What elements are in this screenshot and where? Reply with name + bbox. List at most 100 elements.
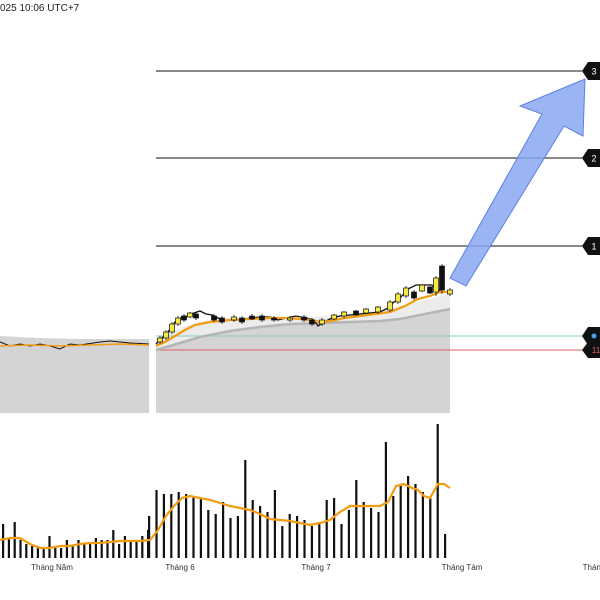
volume-bar xyxy=(273,490,276,558)
candle-body xyxy=(319,319,325,325)
volume-bar xyxy=(100,540,103,558)
volume-bar xyxy=(65,540,68,558)
volume-bar xyxy=(296,516,299,558)
time-label-may: Tháng Năm xyxy=(31,563,73,572)
level-marker-3-label: 3 xyxy=(591,67,596,77)
volume-bar xyxy=(7,538,10,558)
arrow-up-right-icon xyxy=(449,78,586,287)
volume-bar xyxy=(421,492,424,558)
volume-bar xyxy=(36,546,39,558)
candle-body xyxy=(433,277,439,293)
volume-bar xyxy=(177,492,180,558)
candle-body xyxy=(231,316,237,321)
chart-timestamp: 025 10:06 UTC+7 xyxy=(0,3,80,14)
time-label-august: Tháng Tám xyxy=(441,563,483,572)
candle-body xyxy=(439,265,445,291)
volume-bar xyxy=(444,534,447,558)
volume-bar xyxy=(199,498,202,558)
volume-bar xyxy=(392,496,395,558)
volume-bar xyxy=(170,494,173,558)
volume-bar xyxy=(214,514,217,558)
volume-bar xyxy=(281,526,284,558)
candle-body xyxy=(341,311,347,317)
level-marker-3: 3 xyxy=(582,62,600,80)
volume-bar xyxy=(436,424,439,558)
volume-bar xyxy=(13,522,16,558)
candle-body xyxy=(211,315,217,321)
volume-bar xyxy=(42,548,45,558)
volume-bar xyxy=(384,442,387,558)
volume-bar xyxy=(414,484,417,558)
candle-body xyxy=(403,287,409,297)
candle-body xyxy=(301,316,307,321)
candle-body xyxy=(419,284,425,292)
volume-bar xyxy=(25,544,28,558)
volume-bar xyxy=(60,548,63,558)
volume-bar xyxy=(112,530,115,558)
volume-bar xyxy=(185,494,188,558)
volume-bar xyxy=(54,546,57,558)
dot-icon xyxy=(591,333,597,339)
volume-bar xyxy=(370,508,373,558)
candle-body xyxy=(157,337,163,343)
volume-bar xyxy=(89,542,92,558)
volume-bar xyxy=(377,512,380,558)
volume-bar xyxy=(288,514,291,558)
time-label-next: Tháng xyxy=(582,563,600,572)
volume-bar xyxy=(407,476,410,558)
level-marker-1-label: 1 xyxy=(591,242,596,252)
candle-body xyxy=(181,315,187,321)
candle-body xyxy=(447,289,453,295)
volume-bar xyxy=(106,540,109,558)
candle-body xyxy=(309,319,315,325)
price-line-left xyxy=(0,340,150,350)
volume-bar xyxy=(266,512,269,558)
ma-fast-line-left xyxy=(0,343,150,347)
volume-bars-group xyxy=(2,424,447,558)
candle-body xyxy=(395,293,401,303)
level-marker-2-label: 2 xyxy=(591,154,596,164)
level-marker-support xyxy=(582,327,600,345)
volume-bar xyxy=(192,496,195,558)
volume-bar xyxy=(77,540,80,558)
cloud-right-light xyxy=(156,293,450,350)
cloud-left xyxy=(0,336,149,413)
volume-bar xyxy=(259,506,262,558)
volume-bar xyxy=(222,502,225,558)
volume-bar xyxy=(207,510,210,558)
volume-bar xyxy=(31,546,34,558)
volume-bar xyxy=(355,480,358,558)
volume-bar xyxy=(310,526,313,558)
candles-group xyxy=(157,264,453,344)
volume-bar xyxy=(71,546,74,558)
volume-bar xyxy=(83,544,86,558)
volume-bar xyxy=(251,500,254,558)
volume-bar xyxy=(118,544,121,558)
volume-bar xyxy=(19,540,22,558)
candle-body xyxy=(287,317,293,321)
volume-bar xyxy=(325,500,328,558)
volume-bar xyxy=(129,540,132,558)
time-label-july: Tháng 7 xyxy=(301,563,331,572)
volume-ma-line xyxy=(0,482,451,550)
candle-body xyxy=(353,310,359,316)
candle-body xyxy=(411,291,417,299)
volume-bar xyxy=(318,522,321,558)
level-marker-2: 2 xyxy=(582,149,600,167)
candle-body xyxy=(271,317,277,321)
volume-bar xyxy=(141,536,144,558)
volume-bar xyxy=(135,540,138,558)
candle-body xyxy=(363,308,369,314)
candle-body xyxy=(219,317,225,323)
volume-bar xyxy=(429,498,432,558)
volume-bar xyxy=(155,490,158,558)
volume-bar xyxy=(362,502,365,558)
volume-bar xyxy=(123,536,126,558)
candle-body xyxy=(375,306,381,313)
candle-body xyxy=(387,301,393,311)
time-label-june: Tháng 6 xyxy=(165,563,195,572)
volume-bar xyxy=(229,518,232,558)
volume-bar xyxy=(303,520,306,558)
ma-fast-line-right xyxy=(155,290,450,348)
